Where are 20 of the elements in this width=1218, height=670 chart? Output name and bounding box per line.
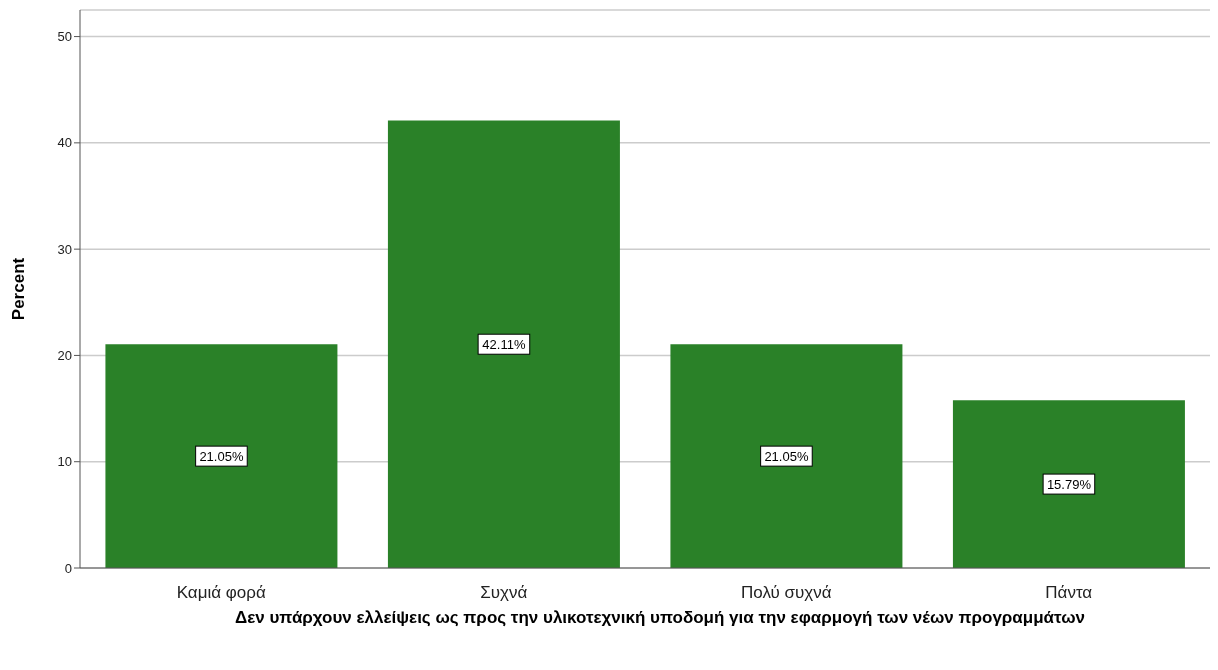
data-label: 15.79% xyxy=(1046,477,1092,493)
y-axis-title: Percent xyxy=(9,257,29,321)
y-tick-label: 40 xyxy=(57,135,72,151)
x-axis-title: Δεν υπάρχουν ελλείψεις ως προς την υλικοτεχνική υποδομή για την εφαρμογή των νέων προγραμμάτων xyxy=(234,608,1086,627)
y-tick-label: 10 xyxy=(57,454,72,470)
data-label: 21.05% xyxy=(199,449,244,465)
data-label: 42.11% xyxy=(482,337,526,353)
x-tick-label: Καμιά φορά xyxy=(176,583,266,603)
x-tick-label: Συχνά xyxy=(480,583,528,603)
bar xyxy=(670,344,903,568)
bar xyxy=(387,120,620,568)
x-tick-label: Πολύ συχνά xyxy=(740,583,832,603)
y-tick-label: 50 xyxy=(57,29,72,45)
y-tick-label: 30 xyxy=(57,241,72,257)
y-tick-label: 0 xyxy=(64,560,72,576)
y-tick-label: 20 xyxy=(57,348,72,364)
bar xyxy=(105,344,338,568)
x-tick-label: Πάντα xyxy=(1045,583,1093,603)
data-label: 21.05% xyxy=(764,449,809,465)
bar xyxy=(952,400,1185,568)
